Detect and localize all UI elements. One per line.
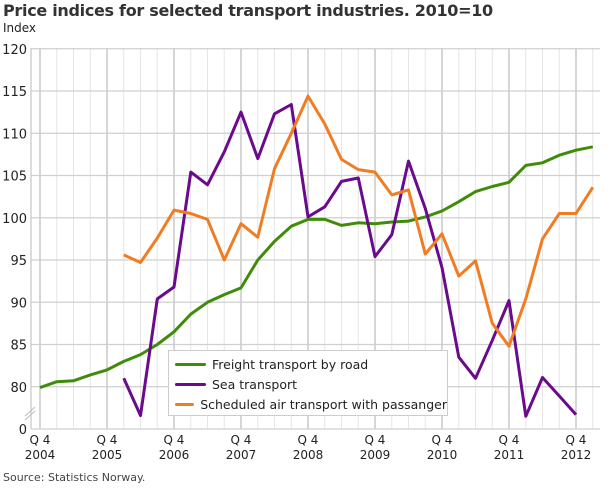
x-tick-year: 2006 (159, 448, 190, 462)
legend-label: Scheduled air transport with passanger (200, 396, 447, 412)
x-tick-year: 2004 (25, 448, 56, 462)
y-tick-label: 115 (2, 85, 27, 100)
y-tick-label: 105 (2, 170, 27, 185)
source-note: Source: Statistics Norway. (3, 471, 146, 484)
legend-label: Sea transport (212, 376, 298, 392)
legend-swatch (175, 402, 195, 406)
y-tick-label: 90 (10, 296, 27, 311)
x-tick-year: 2009 (360, 448, 391, 462)
x-tick-label: Q 4 (97, 433, 118, 447)
axis-break-mark (24, 410, 36, 421)
y-axis-label: Index (3, 21, 37, 35)
y-tick-label: 95 (10, 254, 27, 269)
y-tick-label: 120 (2, 43, 27, 58)
x-tick-label: Q 4 (231, 433, 252, 447)
legend-swatch (175, 362, 206, 366)
x-tick-label: Q 4 (298, 433, 319, 447)
x-tick-label: Q 4 (432, 433, 453, 447)
x-tick-year: 2007 (226, 448, 257, 462)
legend-item-sea: Sea transport (175, 374, 447, 394)
legend-item-air: Scheduled air transport with passanger (175, 394, 447, 414)
legend-swatch (175, 382, 206, 386)
series-line-sea (122, 103, 578, 418)
x-tick-label: Q 4 (499, 433, 520, 447)
y-tick-label: 80 (10, 381, 27, 396)
legend-label: Freight transport by road (212, 356, 369, 372)
y-tick-label: 85 (10, 339, 27, 354)
x-tick-label: Q 4 (365, 433, 386, 447)
chart-title: Price indices for selected transport ind… (3, 1, 493, 20)
y-tick-label: 0 (19, 423, 27, 438)
y-tick-label: 100 (2, 212, 27, 227)
axis-break-mark (24, 406, 36, 417)
y-tick-label: 110 (2, 127, 27, 142)
series-line-air (123, 94, 595, 348)
x-tick-label: Q 4 (566, 433, 587, 447)
legend: Freight transport by road Sea transport … (168, 350, 448, 416)
x-tick-label: Q 4 (30, 433, 51, 447)
x-tick-year: 2010 (427, 448, 458, 462)
x-tick-year: 2012 (561, 448, 592, 462)
x-tick-label: Q 4 (164, 433, 185, 447)
legend-item-freight: Freight transport by road (175, 354, 447, 374)
x-tick-year: 2005 (92, 448, 123, 462)
x-tick-year: 2011 (494, 448, 525, 462)
x-tick-year: 2008 (293, 448, 324, 462)
series-line-freight (39, 145, 594, 390)
